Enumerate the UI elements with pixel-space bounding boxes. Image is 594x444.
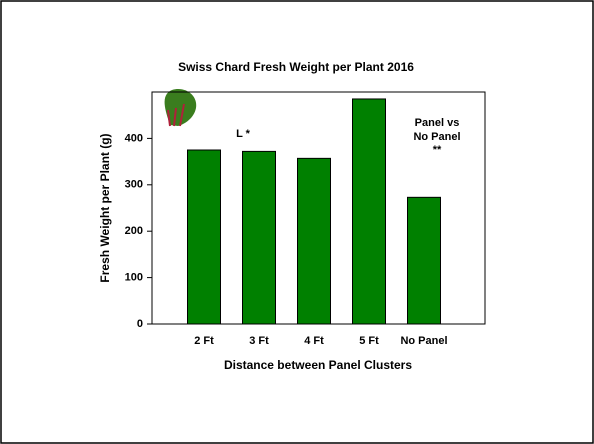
bar [408, 197, 441, 324]
y-tick-label: 300 [125, 179, 143, 191]
y-tick-label: 400 [125, 132, 143, 144]
annotation: No Panel [413, 131, 460, 143]
annotation: ** [433, 144, 442, 156]
chart-title: Swiss Chard Fresh Weight per Plant 2016 [178, 60, 414, 74]
bar [188, 150, 221, 324]
y-tick-label: 100 [125, 272, 143, 284]
x-tick-label: 5 Ft [359, 335, 379, 347]
annotation: L * [236, 128, 251, 140]
x-axis-label: Distance between Panel Clusters [224, 358, 412, 372]
y-tick-label: 0 [137, 318, 143, 330]
bar [298, 158, 331, 324]
x-tick-label: No Panel [400, 335, 447, 347]
bar [353, 99, 386, 324]
bar [243, 151, 276, 324]
slide: Swiss Chard Fresh Weight per Plant 2016 … [0, 0, 594, 444]
y-axis-label: Fresh Weight per Plant (g) [98, 133, 112, 282]
x-tick-label: 3 Ft [249, 335, 269, 347]
y-tick-label: 200 [125, 225, 143, 237]
x-tick-label: 2 Ft [194, 335, 214, 347]
page: {"chart_data": {"type": "bar", "title": … [0, 0, 594, 444]
x-tick-label: 4 Ft [304, 335, 324, 347]
annotation: Panel vs [415, 117, 460, 129]
